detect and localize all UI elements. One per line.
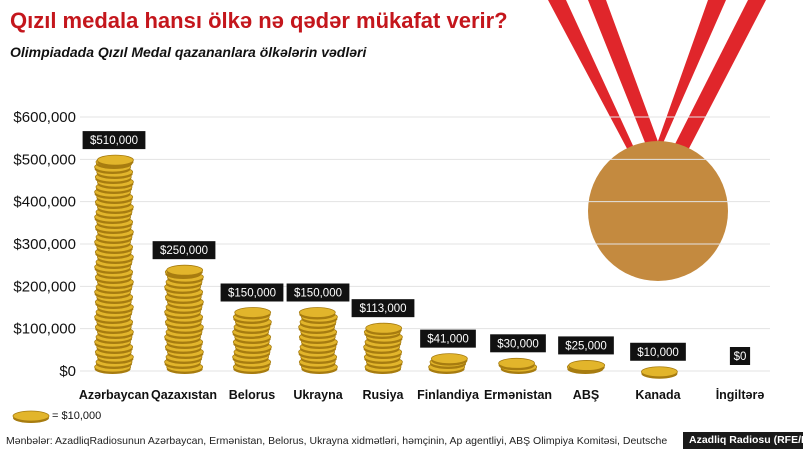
svg-text:$25,000: $25,000 <box>565 340 607 352</box>
svg-text:$510,000: $510,000 <box>90 135 138 147</box>
data-label: $10,000 <box>630 342 686 361</box>
data-label: $250,000 <box>152 241 216 260</box>
bar <box>94 154 134 374</box>
x-tick-label: Finlandiya <box>417 388 480 402</box>
y-tick-label: $300,000 <box>13 236 76 253</box>
x-tick-label: Qazaxıstan <box>151 388 217 402</box>
medal-ribbon <box>548 0 766 281</box>
x-tick-label: Kanada <box>635 388 681 402</box>
coin-icon <box>641 366 678 379</box>
y-tick-label: $500,000 <box>13 151 76 168</box>
y-tick-label: $600,000 <box>13 109 76 126</box>
bar <box>298 307 338 374</box>
bar-series: $510,000 $250,000 $150,000 $150,000 $113,000… <box>82 131 751 379</box>
bar <box>164 264 204 374</box>
credit-badge: Azadliq Radiosu (RFE/RL) <box>683 432 803 449</box>
x-axis: Azərbaycan Qazaxıstan Belorus Ukrayna Rusiya… <box>79 387 764 402</box>
coin-icon <box>97 154 134 168</box>
x-tick-label: İngiltərə <box>716 387 765 402</box>
data-label: $25,000 <box>558 336 614 355</box>
chart-subtitle: Olimpiadada Qızıl Medal qazananlara ölkə… <box>10 44 367 60</box>
coin-icon <box>365 322 403 336</box>
data-label: $510,000 <box>82 131 146 150</box>
coin-icon <box>298 307 336 320</box>
bar <box>641 366 678 379</box>
x-tick-label: Belorus <box>229 388 276 402</box>
bar <box>363 322 403 374</box>
gold-coin-icon <box>12 410 50 423</box>
gold-medal-icon <box>588 141 728 281</box>
x-tick-label: Azərbaycan <box>79 388 149 402</box>
bar <box>498 357 538 374</box>
y-tick-label: $0 <box>59 363 76 380</box>
legend-label: = $10,000 <box>52 410 102 422</box>
coin-icon <box>430 353 468 366</box>
data-label: $150,000 <box>220 283 284 302</box>
svg-text:$41,000: $41,000 <box>427 334 469 346</box>
bar <box>566 360 606 374</box>
svg-text:$0: $0 <box>734 351 747 363</box>
legend <box>12 410 50 423</box>
y-tick-label: $400,000 <box>13 194 76 211</box>
data-label: $30,000 <box>490 334 546 353</box>
data-label: $41,000 <box>420 329 476 348</box>
svg-text:$30,000: $30,000 <box>497 338 539 350</box>
sources-note: Mənbələr: AzadliqRadiosunun Azərbaycan, … <box>6 435 668 447</box>
data-label: $0 <box>729 347 751 365</box>
bar <box>232 307 272 374</box>
x-tick-label: Ermənistan <box>484 388 552 402</box>
ribbon-right <box>652 0 766 158</box>
coin-icon <box>568 360 606 373</box>
y-tick-label: $200,000 <box>13 278 76 295</box>
data-label: $113,000 <box>351 299 415 318</box>
coin-icon <box>166 264 204 278</box>
coin-icon <box>234 307 272 320</box>
coin-icon <box>498 357 535 371</box>
x-tick-label: Ukrayna <box>293 388 343 402</box>
x-tick-label: ABŞ <box>573 388 599 402</box>
x-tick-label: Rusiya <box>363 388 405 402</box>
svg-text:$113,000: $113,000 <box>359 303 406 315</box>
svg-text:$150,000: $150,000 <box>228 288 276 300</box>
svg-text:$10,000: $10,000 <box>637 347 679 359</box>
y-tick-label: $100,000 <box>13 321 76 338</box>
ribbon-left <box>548 0 664 158</box>
data-label: $150,000 <box>286 283 350 302</box>
bar <box>428 353 468 374</box>
chart-title: Qızıl medala hansı ölkə nə qədər mükafat… <box>10 8 508 33</box>
y-axis: $0 $100,000 $200,000 $300,000 $400,000 $500,0… <box>13 109 76 380</box>
svg-text:$150,000: $150,000 <box>294 288 342 300</box>
svg-text:$250,000: $250,000 <box>160 245 208 257</box>
